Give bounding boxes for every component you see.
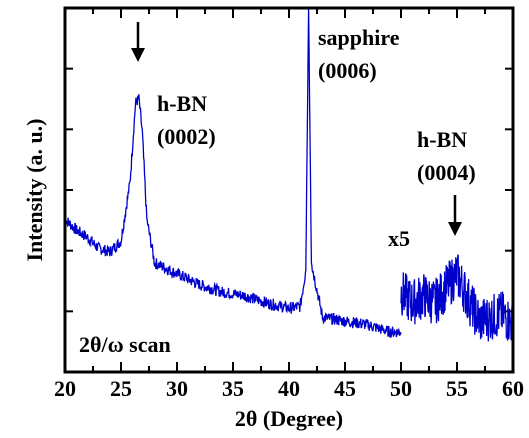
peak-annotation: (0004) [417,160,476,185]
x-tick-label: 45 [334,376,356,401]
x-axis-label: 2θ (Degree) [235,406,343,431]
peak-annotation: h-BN [417,127,467,152]
peak-arrow-head [131,48,145,62]
x-tick-label: 40 [278,376,300,401]
tick-marks [64,8,514,372]
x-tick-label: 30 [166,376,188,401]
peak-arrow-head [448,222,462,236]
series-line [400,254,514,342]
scan-label: 2θ/ω scan [79,332,171,357]
y-axis-label: Intensity (a. u.) [22,118,47,261]
series-line [64,7,402,338]
x-tick-labels: 20 25 30 35 40 45 50 55 60 [54,376,524,401]
peak-annotation: x5 [388,226,410,251]
peak-annotation: h-BN [157,91,207,116]
x-tick-label: 50 [390,376,412,401]
x-tick-label: 60 [502,376,524,401]
x-tick-label: 35 [222,376,244,401]
x-tick-label: 25 [110,376,132,401]
peak-annotation: sapphire [318,25,400,50]
x-tick-label: 20 [54,376,76,401]
series-layer [64,7,514,342]
plot-frame [63,6,515,374]
annotations: h-BN (0002) sapphire (0006) h-BN (0004) x5 [131,22,476,251]
peak-annotation: (0002) [157,124,216,149]
peak-annotation: (0006) [318,58,377,83]
x-tick-label: 55 [446,376,468,401]
